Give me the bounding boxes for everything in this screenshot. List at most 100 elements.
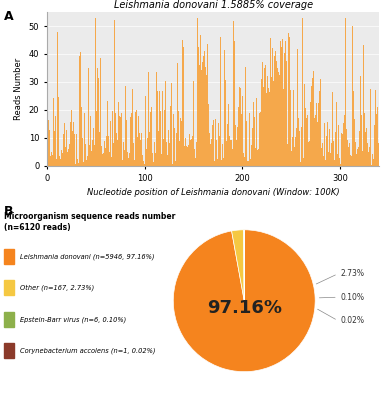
Bar bbox=[123, 142, 124, 166]
Text: 0.10%: 0.10% bbox=[340, 293, 364, 302]
Bar bbox=[135, 112, 136, 166]
Bar bbox=[377, 107, 378, 166]
Bar bbox=[148, 72, 149, 166]
Bar bbox=[373, 159, 374, 166]
Bar bbox=[289, 36, 290, 166]
Bar bbox=[270, 38, 271, 166]
Bar bbox=[371, 164, 372, 166]
Bar bbox=[249, 113, 250, 166]
Bar bbox=[356, 154, 357, 166]
Bar bbox=[342, 134, 343, 166]
Bar bbox=[185, 138, 186, 166]
Bar bbox=[4, 280, 14, 295]
Bar bbox=[367, 143, 368, 166]
Bar bbox=[243, 154, 244, 166]
Bar bbox=[190, 140, 191, 166]
Bar bbox=[269, 92, 270, 166]
Title: Leishmania donovani 1.5885% coverage: Leishmania donovani 1.5885% coverage bbox=[113, 0, 313, 10]
Bar bbox=[236, 140, 237, 166]
Bar bbox=[101, 146, 102, 166]
Bar bbox=[82, 138, 83, 166]
Bar bbox=[228, 104, 229, 166]
Text: Corynebacterium accolens (n=1, 0.02%): Corynebacterium accolens (n=1, 0.02%) bbox=[20, 347, 156, 354]
Bar bbox=[340, 164, 341, 166]
Bar bbox=[62, 154, 63, 166]
Bar bbox=[317, 122, 318, 166]
Bar bbox=[120, 117, 121, 166]
Text: 0.02%: 0.02% bbox=[340, 316, 364, 325]
Bar bbox=[178, 111, 179, 166]
Bar bbox=[159, 91, 160, 166]
Bar bbox=[319, 91, 320, 166]
Bar bbox=[335, 132, 336, 166]
Bar bbox=[184, 146, 185, 166]
Bar bbox=[113, 144, 114, 166]
Bar bbox=[246, 121, 247, 166]
Bar bbox=[116, 133, 117, 166]
Bar bbox=[100, 58, 101, 166]
Bar bbox=[143, 161, 144, 166]
Bar bbox=[109, 152, 110, 166]
Bar bbox=[293, 90, 294, 166]
Bar bbox=[151, 107, 152, 166]
Bar bbox=[272, 49, 273, 166]
Bar bbox=[352, 26, 353, 166]
Bar bbox=[50, 156, 51, 166]
Bar bbox=[66, 130, 67, 166]
Bar bbox=[266, 93, 267, 166]
Bar bbox=[233, 21, 234, 166]
Bar bbox=[4, 249, 14, 264]
Bar bbox=[329, 129, 330, 166]
Bar bbox=[106, 136, 107, 166]
Bar bbox=[152, 153, 153, 166]
Bar bbox=[195, 158, 196, 166]
Bar bbox=[307, 115, 308, 166]
Bar bbox=[284, 53, 285, 166]
Bar bbox=[222, 144, 223, 166]
Bar bbox=[268, 88, 269, 166]
Bar bbox=[95, 18, 96, 166]
Bar bbox=[224, 50, 225, 166]
Bar bbox=[374, 125, 375, 166]
Bar bbox=[121, 113, 122, 166]
Bar bbox=[146, 149, 147, 166]
Bar bbox=[365, 132, 366, 166]
Bar bbox=[167, 155, 168, 166]
Bar bbox=[235, 126, 236, 166]
Bar bbox=[4, 343, 14, 358]
Bar bbox=[370, 89, 371, 166]
Bar bbox=[139, 133, 140, 166]
Text: 2.73%: 2.73% bbox=[340, 269, 364, 278]
Bar bbox=[191, 139, 192, 166]
Bar bbox=[368, 152, 369, 166]
Bar bbox=[58, 97, 59, 166]
Bar bbox=[343, 123, 344, 166]
Bar bbox=[81, 107, 82, 166]
Bar bbox=[226, 141, 227, 166]
Y-axis label: Reads Number: Reads Number bbox=[14, 58, 23, 120]
Bar bbox=[287, 144, 288, 166]
Bar bbox=[320, 79, 321, 166]
Bar bbox=[147, 138, 148, 166]
Bar bbox=[68, 149, 69, 166]
Bar bbox=[251, 145, 252, 166]
Bar bbox=[378, 142, 379, 166]
Bar bbox=[244, 156, 245, 166]
Bar bbox=[316, 103, 317, 166]
Bar bbox=[84, 144, 86, 166]
Bar bbox=[230, 140, 231, 166]
Bar bbox=[240, 88, 241, 166]
Bar bbox=[150, 112, 151, 166]
Text: B: B bbox=[4, 205, 13, 217]
Bar bbox=[88, 68, 90, 166]
Bar bbox=[276, 61, 277, 166]
Bar bbox=[348, 147, 350, 166]
Bar bbox=[254, 117, 255, 166]
Bar bbox=[83, 162, 84, 166]
Bar bbox=[105, 148, 106, 166]
Bar bbox=[174, 128, 176, 166]
Bar bbox=[363, 45, 364, 166]
Bar bbox=[210, 144, 211, 166]
Bar bbox=[192, 136, 193, 166]
Bar bbox=[180, 118, 181, 166]
